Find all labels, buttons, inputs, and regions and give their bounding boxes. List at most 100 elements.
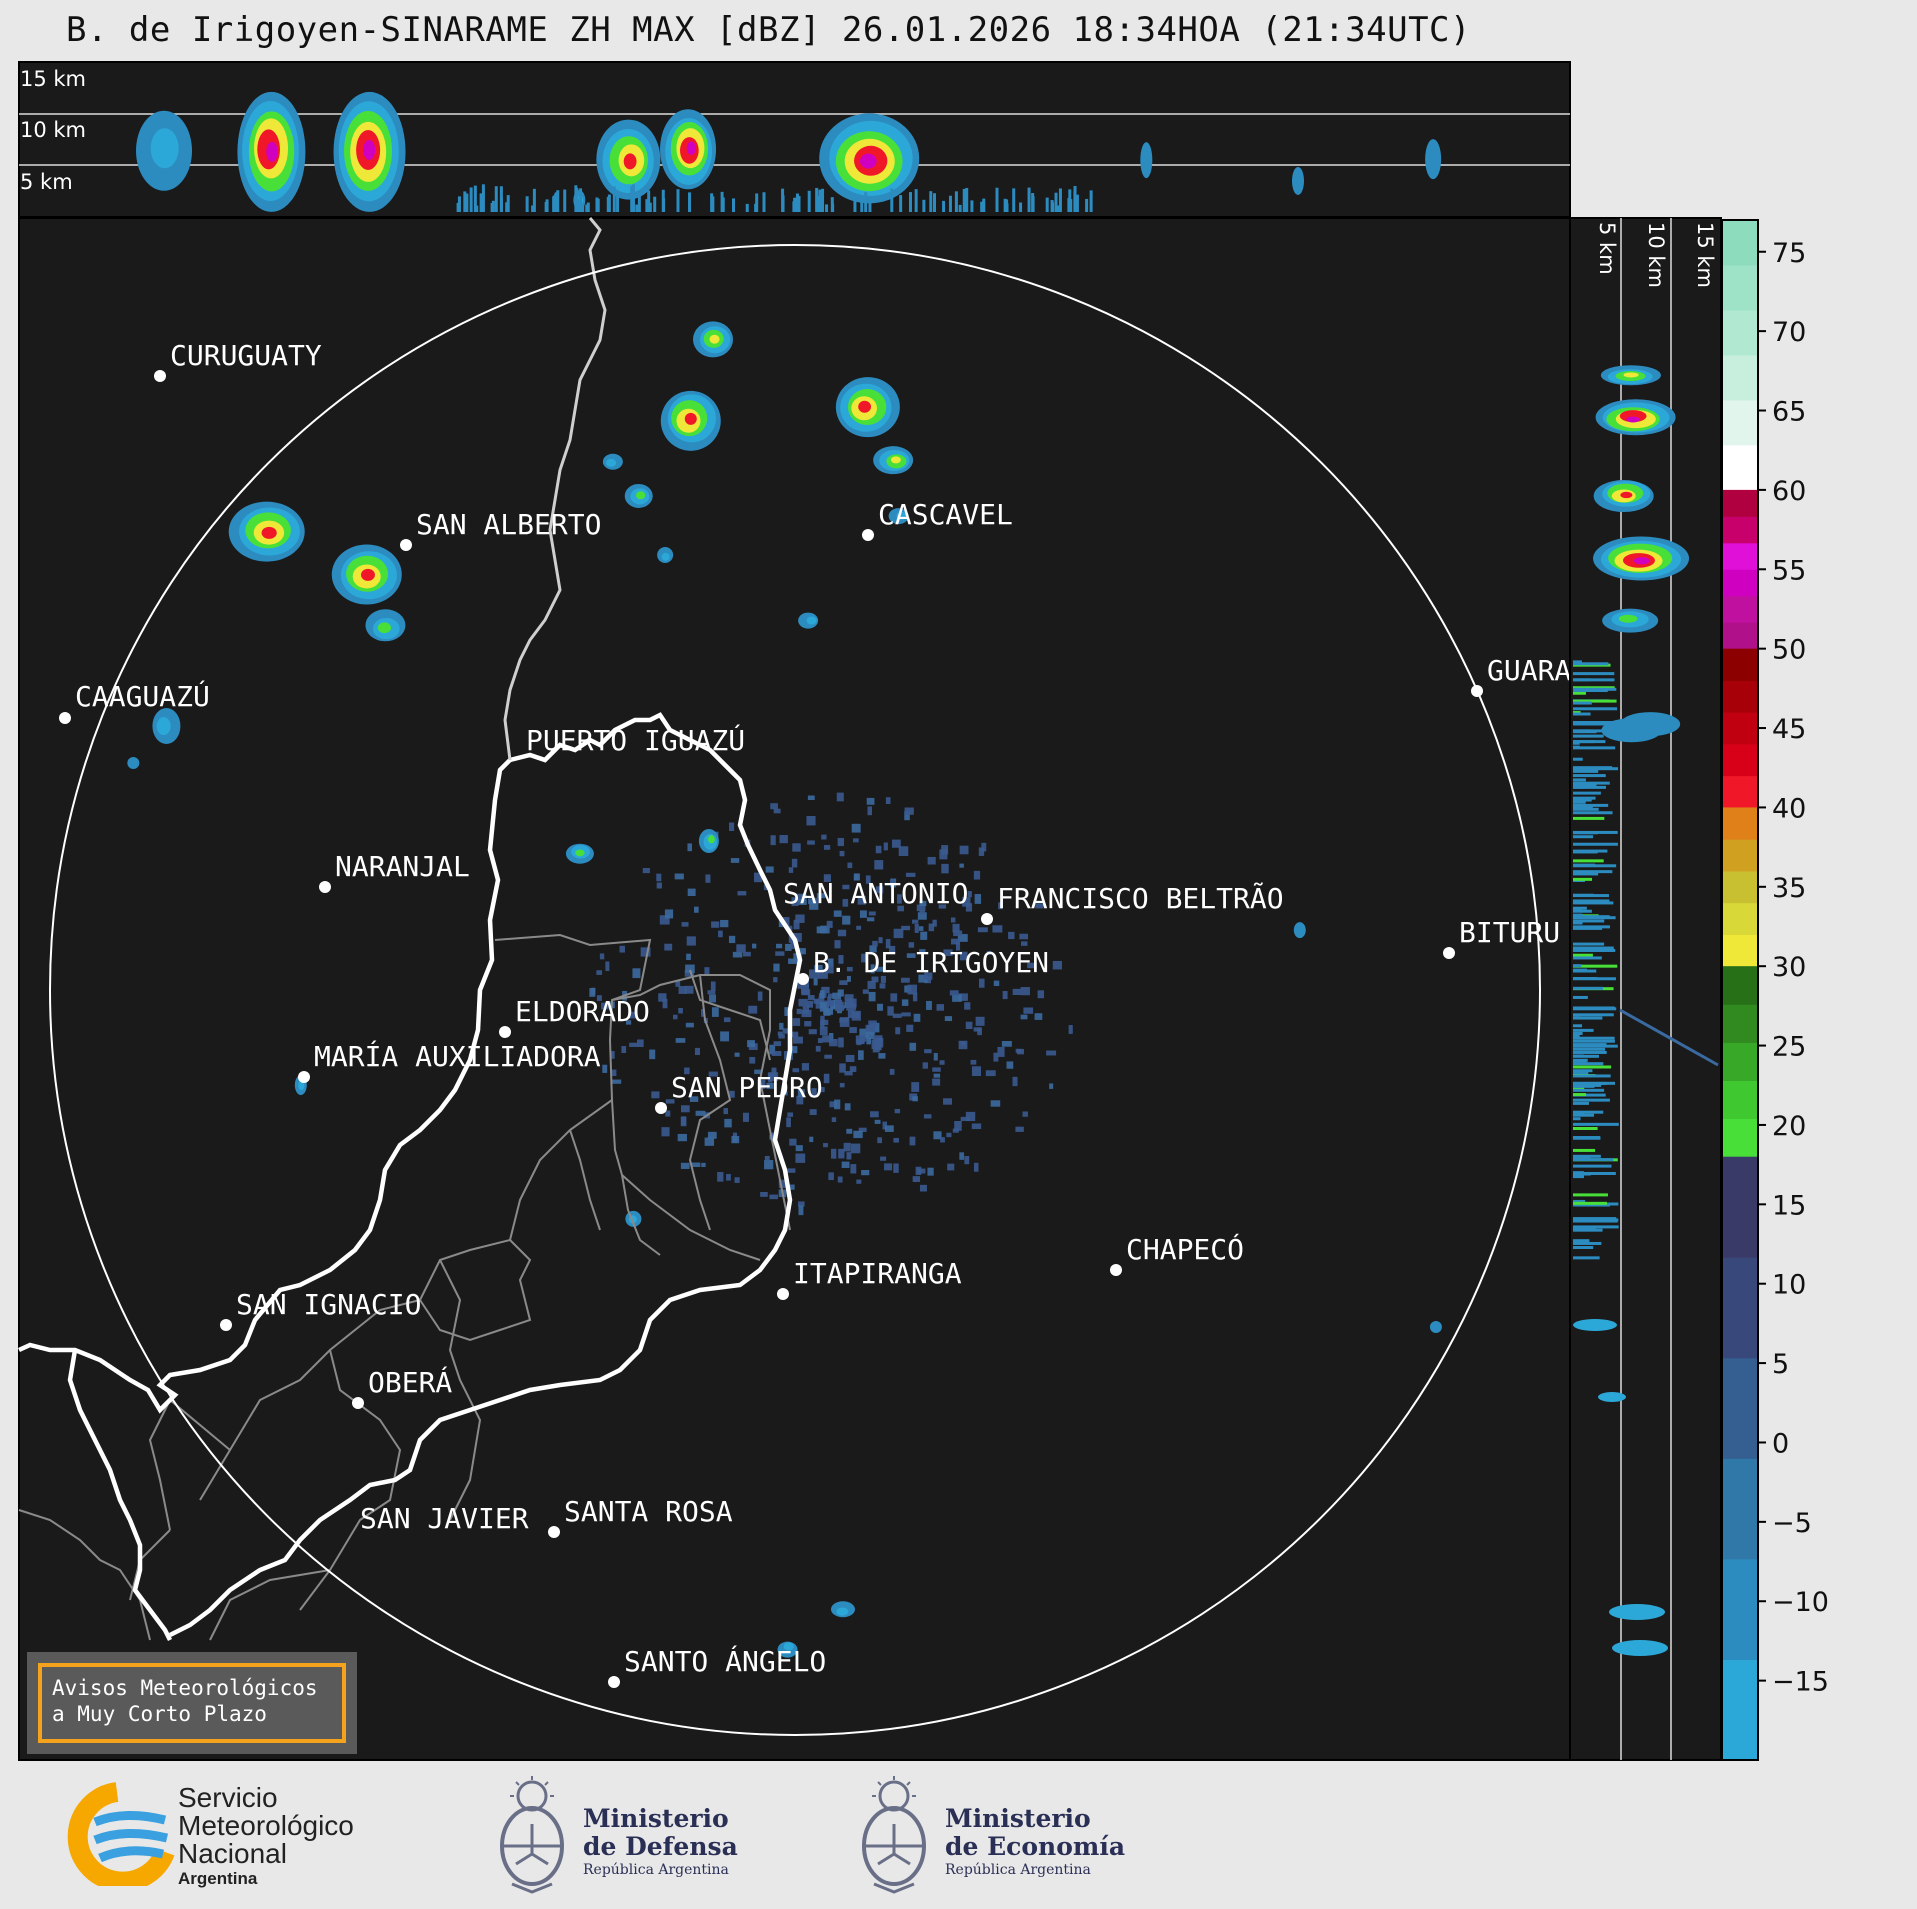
echo-pixel xyxy=(685,1022,694,1028)
echo-pixel xyxy=(874,1119,881,1124)
colorbar-segment xyxy=(1722,1004,1758,1043)
echo-cell xyxy=(1626,416,1640,423)
echo-pixel xyxy=(850,1164,857,1174)
top-label-5km: 5 km xyxy=(20,170,73,194)
echo-cell xyxy=(890,456,901,464)
echo-pixel xyxy=(1573,1193,1608,1197)
echo-pixel xyxy=(1058,188,1062,212)
city-san-alberto: SAN ALBERTO xyxy=(400,508,601,551)
echo-pixel xyxy=(901,977,910,983)
echo-pixel xyxy=(825,964,834,974)
echo-cell xyxy=(360,568,375,581)
echo-pixel xyxy=(576,199,580,212)
echo-pixel xyxy=(1573,872,1599,876)
echo-pixel xyxy=(807,995,815,1000)
echo-pixel xyxy=(834,1099,841,1110)
echo-pixel xyxy=(605,961,610,972)
echo-pixel xyxy=(1573,745,1580,749)
echo-pixel xyxy=(878,1053,886,1059)
echo-pixel xyxy=(789,1138,797,1146)
colorbar-segment xyxy=(1722,542,1758,570)
city-santo-angelo: SANTO ÁNGELO xyxy=(608,1644,826,1688)
echo-cell xyxy=(363,139,376,160)
echo-pixel xyxy=(823,1073,830,1084)
echo-pixel xyxy=(791,897,799,907)
echo-pixel xyxy=(868,200,872,212)
echo-cell xyxy=(261,526,277,539)
echo-pixel xyxy=(1008,931,1015,940)
echo-pixel xyxy=(973,870,981,880)
echo-pixel xyxy=(866,917,875,922)
echo-pixel xyxy=(734,1052,740,1057)
echo-pixel xyxy=(1573,1062,1604,1066)
svg-text:SAN PEDRO: SAN PEDRO xyxy=(671,1071,823,1104)
echo-pixel xyxy=(1573,816,1605,820)
echo-pixel xyxy=(769,1134,777,1140)
echo-pixel xyxy=(779,1022,784,1030)
echo-cell xyxy=(1633,557,1650,565)
echo-pixel xyxy=(747,1040,756,1048)
echo-pixel xyxy=(711,1007,719,1017)
echo-pixel xyxy=(665,1099,675,1104)
echo-pixel xyxy=(1035,903,1044,909)
echo-pixel xyxy=(786,1117,791,1128)
echo-pixel xyxy=(933,1073,941,1078)
echo-pixel xyxy=(1573,796,1596,800)
echo-pixel xyxy=(820,1019,829,1026)
echo-pixel xyxy=(1573,870,1613,874)
colorbar-tick-label: 60 xyxy=(1772,476,1806,507)
colorbar-segment xyxy=(1722,1118,1758,1158)
echo-pixel xyxy=(869,945,877,953)
echo-pixel xyxy=(974,894,982,904)
echo-pixel xyxy=(1573,740,1606,744)
colorbar-tick-label: 30 xyxy=(1772,952,1806,983)
echo-pixel xyxy=(792,1031,799,1038)
echo-pixel xyxy=(1573,926,1603,930)
echo-pixel xyxy=(1050,200,1054,212)
echo-pixel xyxy=(851,1010,861,1021)
echo-pixel xyxy=(950,917,956,923)
colorbar-tick-label: 65 xyxy=(1772,397,1806,428)
echo-pixel xyxy=(853,838,859,843)
echo-pixel xyxy=(859,1037,867,1042)
echo-pixel xyxy=(1573,1081,1607,1085)
city-san-pedro: SAN PEDRO xyxy=(655,1071,823,1114)
echo-pixel xyxy=(889,1068,895,1075)
echo-pixel xyxy=(749,1056,756,1064)
echo-pixel xyxy=(1573,1024,1583,1028)
echo-pixel xyxy=(835,1001,844,1011)
colorbar-segment xyxy=(1722,1257,1758,1359)
echo-pixel xyxy=(1573,1228,1603,1232)
echo-pixel xyxy=(918,974,928,983)
echo-pixel xyxy=(867,980,876,989)
echo-pixel xyxy=(1573,1013,1614,1017)
echo-pixel xyxy=(895,1027,901,1035)
echo-pixel xyxy=(829,1038,838,1047)
echo-pixel xyxy=(885,797,891,805)
echo-pixel xyxy=(695,1110,706,1116)
echo-pixel xyxy=(579,204,583,212)
echo-pixel xyxy=(834,940,841,949)
echo-pixel xyxy=(880,1156,887,1161)
echo-pixel xyxy=(788,867,794,873)
echo-pixel xyxy=(1573,699,1617,703)
echo-pixel xyxy=(965,1111,976,1122)
echo-pixel xyxy=(892,1013,902,1018)
echo-pixel xyxy=(831,203,835,212)
echo-pixel xyxy=(1573,1069,1593,1073)
echo-pixel xyxy=(1020,987,1030,996)
city-bituruna: BITURU xyxy=(1443,916,1560,959)
colorbar-segment xyxy=(1722,966,1758,1005)
echo-pixel xyxy=(764,1159,774,1170)
echo-pixel xyxy=(1573,746,1616,750)
echo-pixel xyxy=(1573,1084,1595,1088)
colorbar-tick-label: 10 xyxy=(1772,1270,1806,1301)
echo-pixel xyxy=(859,910,867,918)
echo-pixel xyxy=(933,1052,938,1061)
echo-pixel xyxy=(1052,960,1062,970)
echo-pixel xyxy=(680,1105,690,1113)
colorbar-tick-label: 75 xyxy=(1772,238,1806,269)
echo-pixel xyxy=(980,201,984,212)
echo-pixel xyxy=(1027,187,1031,212)
echo-cell xyxy=(661,552,670,561)
